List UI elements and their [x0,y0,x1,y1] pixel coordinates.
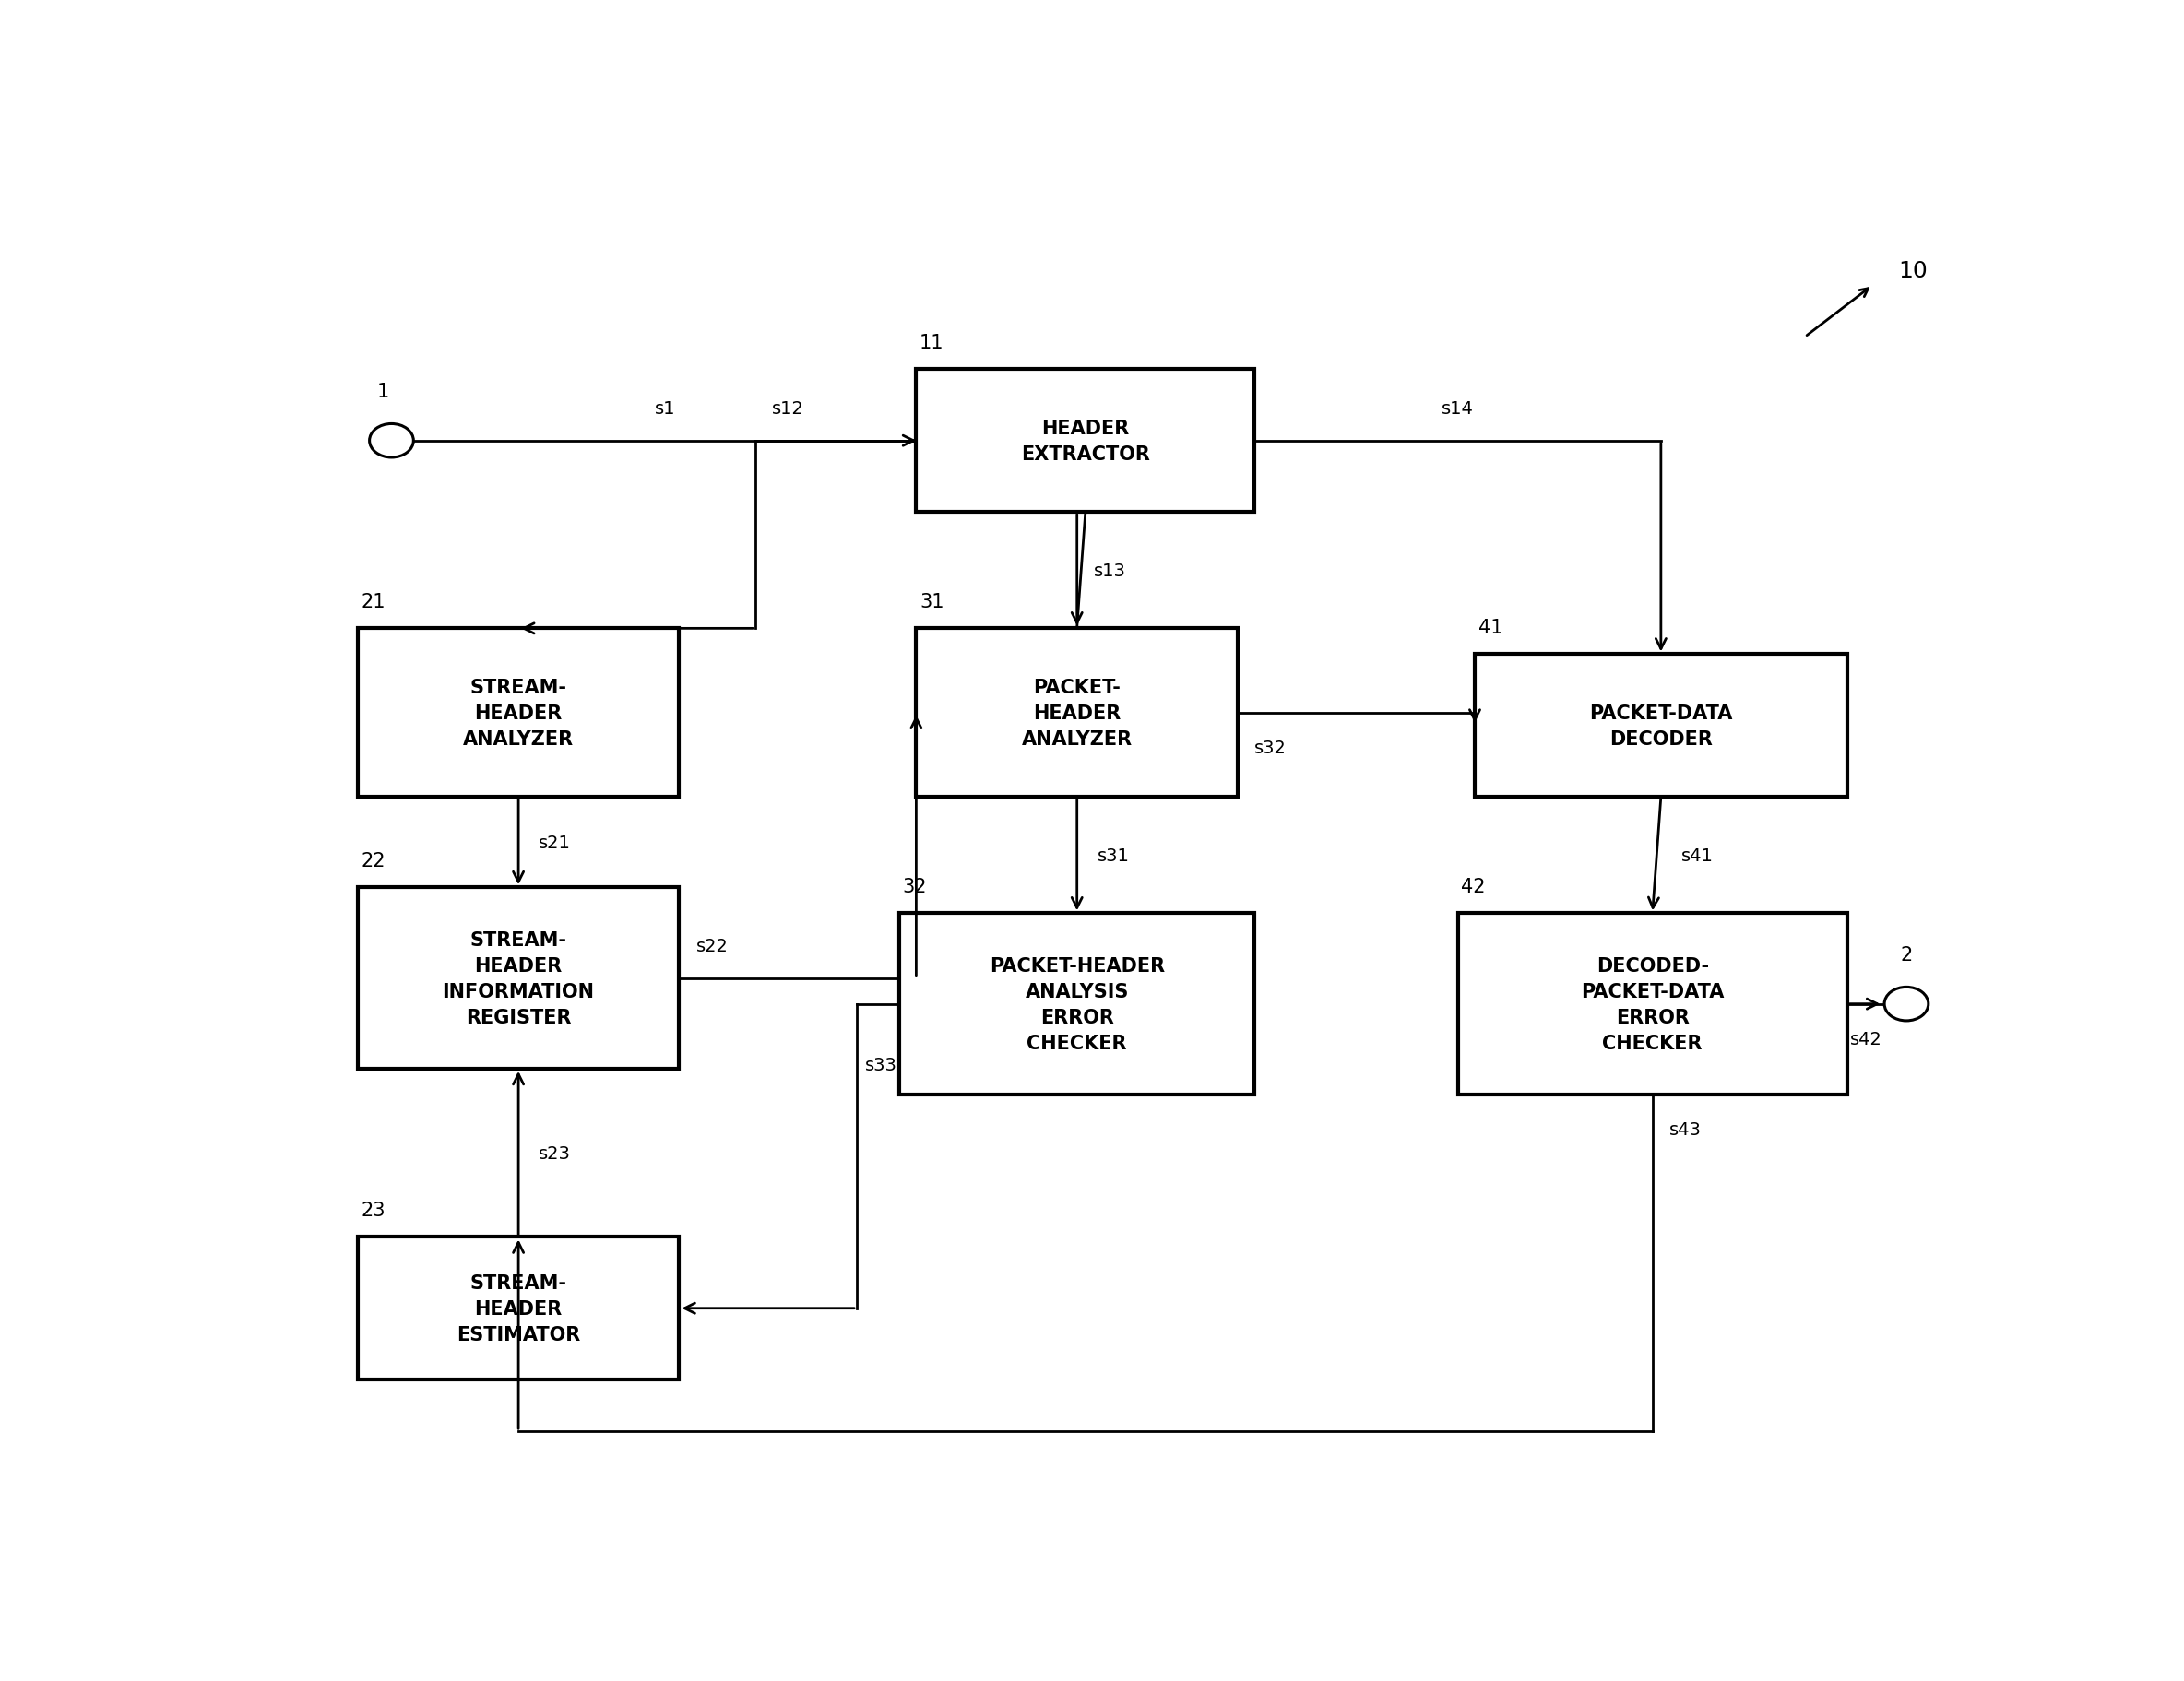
Text: DECODED-
PACKET-DATA
ERROR
CHECKER: DECODED- PACKET-DATA ERROR CHECKER [1581,956,1723,1052]
Text: 10: 10 [1898,261,1926,282]
Text: s21: s21 [539,834,570,851]
Bar [917,629,1238,797]
Text: STREAM-
HEADER
ANALYZER: STREAM- HEADER ANALYZER [463,677,574,748]
Text: 32: 32 [902,877,926,896]
Text: s22: s22 [697,938,727,955]
Text: s42: s42 [1850,1030,1883,1047]
Text: STREAM-
HEADER
ESTIMATOR: STREAM- HEADER ESTIMATOR [456,1274,581,1343]
Text: PACKET-HEADER
ANALYSIS
ERROR
CHECKER: PACKET-HEADER ANALYSIS ERROR CHECKER [989,956,1164,1052]
Text: s23: s23 [539,1145,570,1162]
Bar [358,629,679,797]
Text: s32: s32 [1256,740,1286,756]
Text: s1: s1 [655,400,675,419]
Text: 1: 1 [378,383,389,402]
Text: s13: s13 [1094,561,1127,580]
Text: STREAM-
HEADER
INFORMATION
REGISTER: STREAM- HEADER INFORMATION REGISTER [443,930,594,1027]
Bar [1474,654,1848,797]
Text: s31: s31 [1096,847,1129,864]
Text: 21: 21 [360,592,384,610]
Text: s41: s41 [1682,847,1714,864]
Text: s33: s33 [865,1056,898,1074]
Text: 42: 42 [1461,877,1485,896]
Text: 41: 41 [1479,619,1503,637]
Bar [358,1237,679,1380]
Text: PACKET-
HEADER
ANALYZER: PACKET- HEADER ANALYZER [1022,677,1131,748]
Text: 11: 11 [919,333,943,351]
Text: 2: 2 [1900,946,1913,965]
Circle shape [369,424,413,457]
Bar [1459,914,1848,1094]
Bar [900,914,1256,1094]
Text: 23: 23 [360,1200,384,1219]
Text: PACKET-DATA
DECODER: PACKET-DATA DECODER [1590,704,1732,748]
Text: 31: 31 [919,592,943,610]
Bar [917,370,1256,513]
Bar [358,888,679,1069]
Text: HEADER
EXTRACTOR: HEADER EXTRACTOR [1020,419,1151,464]
Text: 22: 22 [360,851,384,869]
Text: s12: s12 [773,400,804,419]
Text: s14: s14 [1441,400,1474,419]
Circle shape [1885,987,1928,1020]
Text: s43: s43 [1669,1121,1701,1138]
